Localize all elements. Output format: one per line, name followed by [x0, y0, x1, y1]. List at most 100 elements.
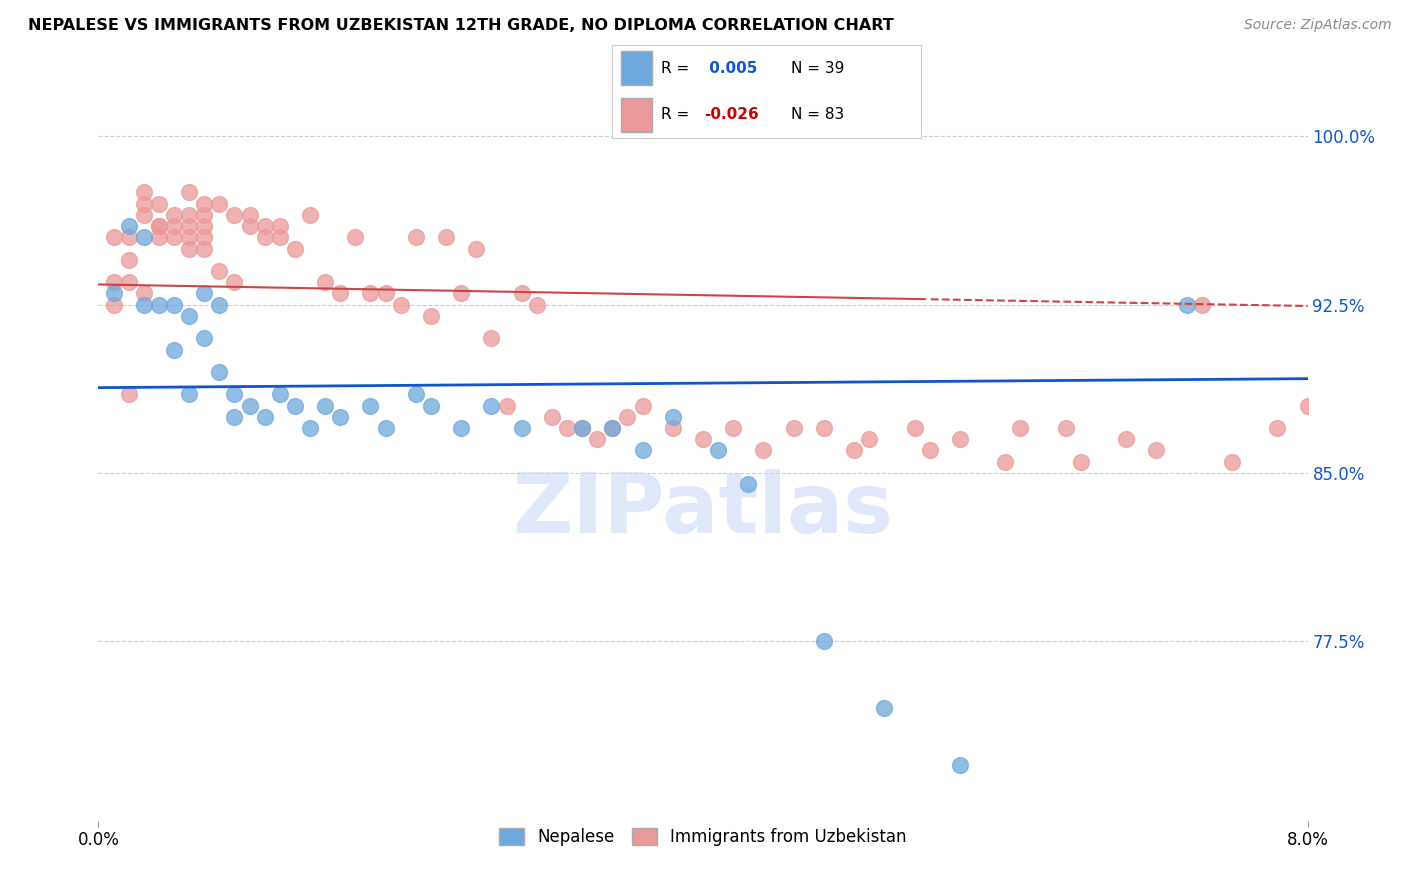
Point [208, 365, 231, 379]
Point [239, 219, 262, 233]
Point [299, 421, 322, 435]
Point [555, 421, 578, 435]
Point [193, 331, 215, 345]
Point [284, 242, 307, 256]
Point [631, 443, 654, 458]
Text: R =: R = [661, 61, 695, 76]
Point [253, 219, 276, 233]
Point [602, 421, 624, 435]
Point [148, 219, 170, 233]
Point [284, 399, 307, 413]
Point [148, 230, 170, 244]
Point [360, 286, 382, 301]
Point [571, 421, 593, 435]
Point [844, 443, 866, 458]
Point [179, 387, 201, 401]
Point [540, 409, 562, 424]
Point [208, 264, 231, 278]
Point [374, 421, 396, 435]
Point [314, 399, 336, 413]
Point [389, 298, 412, 312]
Point [314, 275, 336, 289]
Point [208, 196, 231, 211]
Point [631, 399, 654, 413]
Point [132, 298, 155, 312]
Point [405, 230, 427, 244]
Point [450, 286, 472, 301]
Bar [621, 98, 652, 132]
Point [1146, 443, 1168, 458]
Point [193, 242, 215, 256]
Point [179, 242, 201, 256]
Point [1115, 432, 1137, 446]
Point [179, 309, 201, 323]
Point [253, 230, 276, 244]
Point [103, 230, 125, 244]
Point [813, 634, 835, 648]
Point [132, 196, 155, 211]
Point [526, 298, 548, 312]
Point [193, 208, 215, 222]
Point [344, 230, 367, 244]
Text: N = 83: N = 83 [792, 107, 844, 122]
Point [329, 409, 352, 424]
Point [510, 421, 533, 435]
Point [103, 298, 125, 312]
Point [465, 242, 488, 256]
Point [918, 443, 941, 458]
Point [193, 196, 215, 211]
Point [179, 208, 201, 222]
Point [873, 701, 896, 715]
Point [132, 186, 155, 200]
Point [858, 432, 880, 446]
Point [571, 421, 593, 435]
Point [949, 757, 972, 772]
Point [374, 286, 396, 301]
Point [132, 286, 155, 301]
Bar [621, 51, 652, 85]
Point [118, 275, 141, 289]
Point [224, 387, 246, 401]
Point [179, 219, 201, 233]
Point [1191, 298, 1213, 312]
Point [661, 409, 683, 424]
Point [103, 286, 125, 301]
Point [132, 230, 155, 244]
Point [148, 219, 170, 233]
Point [692, 432, 714, 446]
Point [179, 186, 201, 200]
Point [163, 343, 186, 357]
Text: N = 39: N = 39 [792, 61, 845, 76]
Point [299, 208, 322, 222]
Point [510, 286, 533, 301]
Point [118, 252, 141, 267]
Point [1220, 455, 1243, 469]
Point [239, 208, 262, 222]
Point [118, 219, 141, 233]
Point [481, 399, 503, 413]
Point [118, 387, 141, 401]
Point [269, 387, 291, 401]
Point [405, 387, 427, 401]
Point [118, 230, 141, 244]
Point [179, 230, 201, 244]
Point [224, 275, 246, 289]
Point [103, 275, 125, 289]
Point [1175, 298, 1198, 312]
Point [253, 409, 276, 424]
Point [904, 421, 927, 435]
Text: R =: R = [661, 107, 695, 122]
Text: -0.026: -0.026 [704, 107, 759, 122]
Point [783, 421, 806, 435]
Point [949, 432, 972, 446]
Point [360, 399, 382, 413]
Point [1267, 421, 1289, 435]
Point [239, 399, 262, 413]
Point [163, 208, 186, 222]
Text: NEPALESE VS IMMIGRANTS FROM UZBEKISTAN 12TH GRADE, NO DIPLOMA CORRELATION CHART: NEPALESE VS IMMIGRANTS FROM UZBEKISTAN 1… [28, 18, 894, 33]
Legend: Nepalese, Immigrants from Uzbekistan: Nepalese, Immigrants from Uzbekistan [492, 822, 914, 853]
Point [586, 432, 609, 446]
Point [1296, 399, 1319, 413]
Point [269, 230, 291, 244]
Point [434, 230, 457, 244]
